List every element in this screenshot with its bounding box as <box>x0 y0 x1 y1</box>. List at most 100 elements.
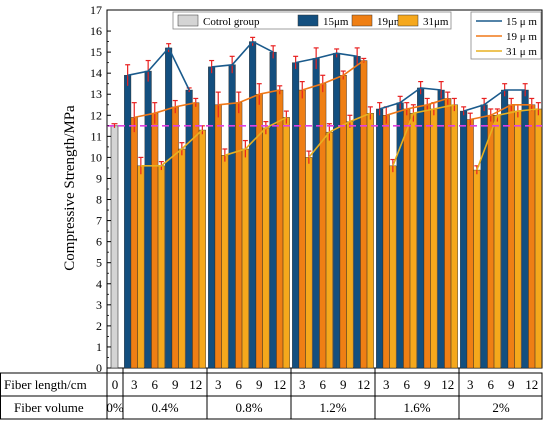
bar-19μm <box>130 117 138 369</box>
bar-15μm <box>312 58 320 369</box>
bar-19μm <box>403 108 411 369</box>
trend-line-31μm <box>392 104 455 167</box>
y-tick-label: 9 <box>96 171 102 185</box>
y-tick-label: 5 <box>96 256 102 270</box>
bar-19μm <box>192 102 200 369</box>
fiber-volume-label: 0.8% <box>235 400 262 415</box>
trend-line-15μm <box>211 40 274 68</box>
y-axis-label: Compressive Strength/MPa <box>62 105 78 271</box>
fiber-length-label: 9 <box>424 377 431 392</box>
y-tick-label: 17 <box>90 3 102 17</box>
bar-19μm <box>151 112 159 369</box>
fiber-length-label: 9 <box>172 377 179 392</box>
bar-19μm <box>528 104 536 369</box>
y-tick-label: 16 <box>90 24 102 38</box>
y-tick-label: 15 <box>90 45 102 59</box>
legend-swatch <box>397 14 419 27</box>
line-legend: 15 μ m 19 μ m 31 μ m <box>470 11 542 60</box>
bar-15μm <box>353 56 361 369</box>
trend-line-19μm <box>470 104 532 121</box>
bar-15μm <box>460 110 468 369</box>
fiber-length-label: 12 <box>189 377 202 392</box>
trend-line-31μm <box>476 108 539 171</box>
y-tick-label: 12 <box>90 108 102 122</box>
bar-15μm <box>437 89 445 369</box>
bar-31μm <box>305 157 313 369</box>
bar-19μm <box>171 106 179 369</box>
bar-31μm <box>221 155 229 369</box>
bar-15μm <box>208 66 216 369</box>
fiber-length-label: 12 <box>273 377 286 392</box>
bar-31μm <box>198 129 206 369</box>
legend-swatch <box>351 14 373 27</box>
bar-15μm <box>249 41 257 369</box>
bar-31μm <box>450 104 458 369</box>
bar-15μm <box>501 89 509 369</box>
bar-19μm <box>298 89 306 369</box>
bar-19μm <box>487 115 495 369</box>
fiber-length-label: 9 <box>256 377 263 392</box>
trend-line-15μm <box>379 87 442 110</box>
y-tick-label: 11 <box>90 129 102 143</box>
fiber-volume-label: 1.2% <box>319 400 346 415</box>
legend-label: Cotrol group <box>203 16 260 28</box>
bar-31μm <box>514 110 522 369</box>
y-tick-label: 10 <box>90 150 102 164</box>
trend-line-19μm <box>302 59 365 91</box>
bar-19μm <box>360 60 368 369</box>
bar-15μm <box>376 108 384 369</box>
trend-line-31μm <box>224 116 287 157</box>
bar-19μm <box>423 104 431 369</box>
fiber-length-label: 6 <box>152 377 159 392</box>
bar-15μm <box>185 89 193 369</box>
trend-line-15μm <box>463 89 526 112</box>
y-tick-label: 2 <box>96 319 102 333</box>
fiber-length-label: 3 <box>383 377 390 392</box>
fiber-length-label: 12 <box>441 377 454 392</box>
y-tick-label: 0 <box>96 361 102 375</box>
fiber-volume-label: 0.4% <box>151 400 178 415</box>
y-tick-label: 1 <box>96 340 102 354</box>
bar-15μm <box>521 89 529 369</box>
row-label-fiber-length: Fiber length/cm <box>4 377 87 392</box>
fiber-length-label: 3 <box>131 377 138 392</box>
bar-15μm <box>124 75 132 369</box>
bar-31μm <box>282 117 290 369</box>
bar-19μm <box>444 98 452 369</box>
bar-31μm <box>262 127 270 369</box>
bar-15μm <box>417 87 425 369</box>
bar-layer <box>110 36 542 369</box>
bar-19μm <box>339 75 347 369</box>
bar-31μm <box>534 108 542 369</box>
trend-line-layer <box>107 40 542 171</box>
legend-label: 15μm <box>323 16 349 28</box>
control-length-label: 0 <box>112 377 119 392</box>
fiber-volume-label: 2% <box>492 400 510 415</box>
fiber-length-label: 12 <box>525 377 538 392</box>
fiber-length-label: 3 <box>299 377 306 392</box>
legend-line-label: 31 μ m <box>506 46 537 58</box>
bar-31μm <box>389 165 397 369</box>
y-tick-label: 14 <box>90 66 102 80</box>
bar-19μm <box>507 104 515 369</box>
bar-15μm <box>292 62 300 369</box>
bar-31μm <box>346 121 354 369</box>
bar-19μm <box>214 104 222 369</box>
bar-19μm <box>466 119 474 369</box>
y-tick-label: 8 <box>96 193 102 207</box>
trend-line-31μm <box>308 112 371 158</box>
bar-19μm <box>382 115 390 369</box>
bar-15μm <box>165 47 173 369</box>
y-tick-label: 4 <box>96 277 102 291</box>
fiber-length-label: 6 <box>236 377 243 392</box>
trend-line-31μm <box>140 129 203 167</box>
trend-line-15μm <box>295 52 358 64</box>
fiber-volume-label: 1.6% <box>403 400 430 415</box>
legend-label: 19μm <box>377 16 403 28</box>
fiber-length-label: 6 <box>404 377 411 392</box>
fiber-length-label: 12 <box>357 377 370 392</box>
bar-legend: Cotrol group 15μm 19μm 31μm <box>172 11 452 30</box>
